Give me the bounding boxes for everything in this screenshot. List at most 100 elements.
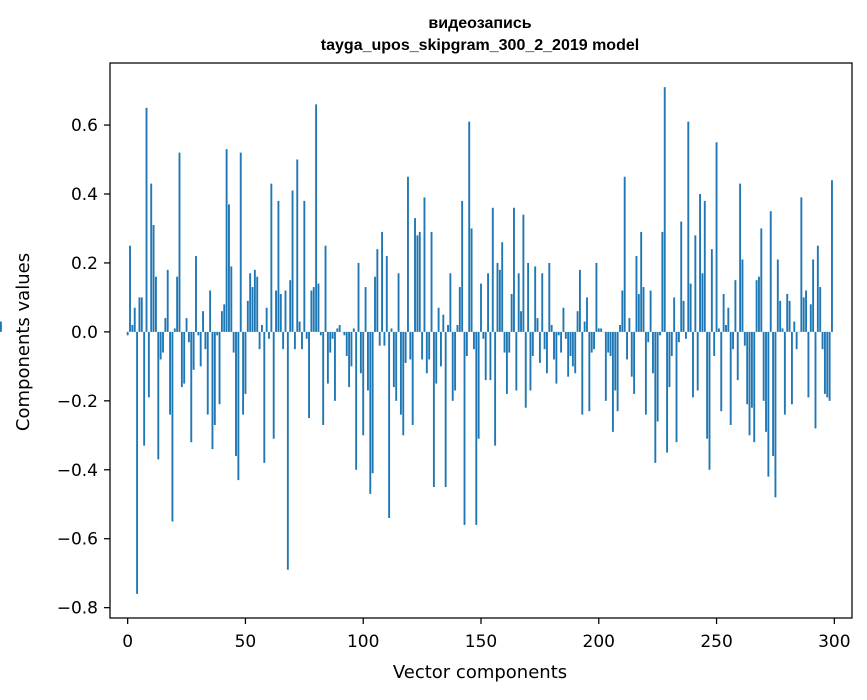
bar: [676, 332, 678, 442]
bar: [221, 311, 223, 332]
bar: [426, 332, 428, 373]
bar: [737, 332, 739, 380]
bar: [457, 325, 459, 332]
bar: [442, 315, 444, 332]
bar: [320, 332, 322, 335]
bar: [346, 332, 348, 356]
bar: [525, 332, 527, 408]
bar: [381, 232, 383, 332]
bar: [548, 263, 550, 332]
bar: [383, 332, 385, 346]
bar: [235, 332, 237, 456]
bar: [310, 291, 312, 332]
bar: [789, 301, 791, 332]
bar: [805, 291, 807, 332]
bar: [433, 332, 435, 487]
bar: [522, 215, 524, 332]
bar: [468, 122, 470, 332]
bar: [325, 246, 327, 332]
bar: [716, 142, 718, 332]
bar: [800, 197, 802, 331]
bar: [628, 318, 630, 332]
bar: [148, 332, 150, 398]
bar: [718, 328, 720, 331]
bar: [614, 332, 616, 391]
bar: [574, 332, 576, 373]
bar: [171, 332, 173, 522]
bar: [277, 201, 279, 332]
bar: [518, 273, 520, 332]
bar: [301, 332, 303, 349]
bar: [402, 332, 404, 435]
bar: [709, 332, 711, 470]
bar: [779, 301, 781, 332]
bar: [318, 284, 320, 332]
bar: [398, 273, 400, 332]
bar: [612, 332, 614, 432]
bar: [419, 232, 421, 332]
bar: [204, 332, 206, 349]
bar: [369, 332, 371, 494]
bar: [652, 332, 654, 373]
bar: [772, 332, 774, 456]
bar: [362, 332, 364, 435]
bar: [209, 291, 211, 332]
bar: [697, 332, 699, 391]
bar: [181, 332, 183, 387]
bar: [541, 273, 543, 332]
bar: [299, 322, 301, 332]
bar: [734, 280, 736, 332]
bar: [360, 332, 362, 373]
y-tick-label: −0.6: [57, 530, 98, 550]
bar: [240, 153, 242, 332]
bar: [763, 332, 765, 401]
bar: [351, 332, 353, 366]
bar: [751, 332, 753, 408]
bar: [791, 332, 793, 404]
bar: [812, 259, 814, 331]
bar: [292, 191, 294, 332]
bar: [447, 325, 449, 332]
bar: [454, 332, 456, 391]
bar: [584, 322, 586, 332]
bar: [770, 211, 772, 332]
bar: [202, 311, 204, 332]
bar: [746, 332, 748, 404]
bar: [139, 297, 141, 331]
bar: [160, 332, 162, 360]
bar: [555, 332, 557, 384]
bar: [440, 332, 442, 366]
bar: [270, 184, 272, 332]
bar: [280, 294, 282, 332]
bar: [553, 332, 555, 360]
bar: [758, 277, 760, 332]
bar: [367, 332, 369, 391]
bar: [219, 332, 221, 404]
y-tick-label: 0.4: [71, 185, 98, 205]
bar: [296, 160, 298, 332]
bar: [624, 177, 626, 332]
bar: [294, 332, 296, 349]
bar: [143, 332, 145, 446]
bar: [701, 273, 703, 332]
bar: [329, 332, 331, 353]
bar: [466, 332, 468, 356]
bar: [513, 208, 515, 332]
bar: [0, 322, 2, 332]
bar: [186, 318, 188, 332]
bar: [256, 277, 258, 332]
bar: [730, 332, 732, 425]
bar: [621, 291, 623, 332]
y-tick-label: −0.8: [57, 599, 98, 619]
bar: [508, 332, 510, 353]
bar: [141, 297, 143, 331]
bar: [683, 301, 685, 332]
y-tick-label: 0.6: [71, 116, 98, 136]
bar: [431, 232, 433, 332]
bar: [374, 277, 376, 332]
bar: [134, 308, 136, 332]
y-tick-label: −0.4: [57, 461, 98, 481]
bar: [673, 297, 675, 331]
bar: [506, 332, 508, 394]
